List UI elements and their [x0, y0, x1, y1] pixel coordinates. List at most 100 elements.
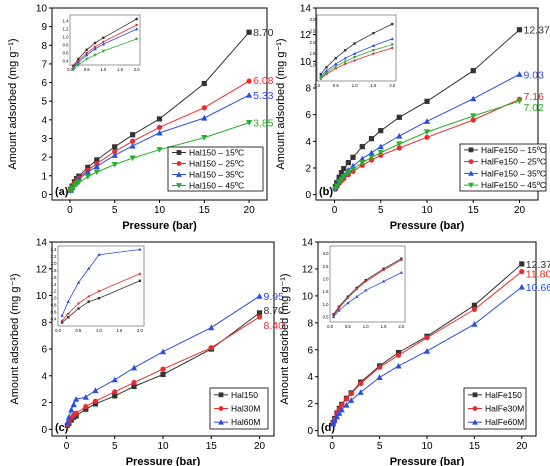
y-tick-label: 12: [302, 264, 314, 275]
y-tick-label: 10: [302, 291, 314, 302]
inset-x-tick-label: 0.5: [345, 324, 351, 329]
data-point: [256, 310, 263, 316]
inset-data-point: [77, 302, 80, 305]
inset-series-line: [61, 249, 140, 316]
legend-marker: [472, 406, 478, 411]
inset-data-point: [102, 40, 105, 43]
y-tick-label: 2: [307, 399, 313, 410]
y-tick-label: 3: [41, 134, 47, 145]
inset-data-point: [93, 53, 97, 57]
inset-data-point: [138, 247, 142, 251]
y-tick-label: 2: [41, 398, 47, 409]
inset-data-point: [390, 37, 394, 41]
x-axis-title: Pressure (bar): [126, 456, 201, 466]
x-tick-label: 15: [469, 441, 481, 452]
data-point: [336, 409, 343, 416]
inset-data-point: [60, 313, 64, 317]
data-point: [357, 389, 364, 395]
inset-y-tick-label: 0.5: [323, 314, 329, 319]
legend-label: Hal30M: [231, 404, 260, 414]
x-tick-label: 15: [468, 205, 480, 216]
inset-data-point: [372, 32, 375, 35]
inset-y-tick-label: 0.4: [63, 59, 69, 64]
legend-marker: [468, 159, 474, 165]
inset-data-point: [346, 295, 350, 298]
inset-y-tick-label: 1.0: [63, 35, 69, 40]
inset-data-point: [93, 45, 97, 49]
inset-y-tick-label: 2.5: [323, 264, 329, 269]
data-point: [471, 321, 478, 327]
data-point: [73, 396, 80, 402]
data-point: [345, 160, 351, 166]
inset-x-tick-label: 0.0: [55, 328, 61, 333]
data-point: [68, 406, 75, 413]
legend-entry: HalFe150: [468, 390, 522, 400]
legend-label: Hal60M: [231, 417, 260, 427]
end-value-label: 8.70: [264, 305, 285, 317]
data-point: [343, 401, 350, 408]
data-point: [129, 142, 136, 149]
data-point: [395, 362, 402, 369]
legend-marker: [176, 161, 182, 166]
inset-x-tick-label: 1.5: [117, 328, 123, 333]
inset-data-point: [371, 44, 376, 47]
data-point: [350, 154, 356, 160]
end-value-label: 3.85: [253, 118, 274, 130]
data-point: [339, 402, 345, 408]
inset-x-tick-label: 0.0: [327, 324, 333, 329]
inset-data-point: [102, 36, 105, 39]
end-value-label: 9.95: [264, 291, 285, 303]
inset-plot: 0.0 0.5 1.0 1.5 2.0 1.0 1.5 2.0 2.5 3.0: [310, 14, 397, 88]
data-point: [93, 163, 100, 170]
inset-x-tick-label: 0.0: [67, 67, 73, 72]
inset-data-point: [101, 49, 106, 53]
inset-x-tick-label: 0.5: [84, 67, 90, 72]
data-point: [396, 132, 403, 139]
inset-data-point: [76, 280, 81, 284]
inset-y-tick-label: 2.0: [323, 276, 329, 281]
end-value-label: 10.66: [526, 282, 550, 294]
data-point: [396, 141, 403, 148]
data-point: [377, 364, 383, 370]
legend-entry: HalFe150 – 15ºC: [464, 145, 546, 155]
x-tick-label: 5: [377, 441, 383, 452]
data-point: [368, 149, 375, 156]
data-point: [70, 401, 77, 408]
chart-panel-c: 0 5 10 15 20 0 2 4 6 8 10 12 14 Pressure (bar) Amount …: [9, 238, 284, 466]
inset-data-point: [353, 59, 356, 62]
data-point: [340, 174, 347, 180]
inset-data-point: [355, 286, 358, 289]
x-tick-label: 0: [64, 441, 70, 452]
y-axis-title: Amount adsorbed (mg g⁻¹): [9, 273, 21, 404]
y-tick-label: 2: [41, 153, 47, 164]
data-point: [156, 124, 163, 130]
data-point: [423, 348, 431, 354]
inset-data-point: [77, 57, 80, 61]
end-value-label: 9.03: [524, 69, 545, 81]
inset-x-tick-label: 2.0: [134, 67, 140, 72]
chart-panel-b: 0 5 10 15 20 0 2 4 6 8 10 12 14 Pressure (bar) Amount …: [275, 4, 550, 233]
data-point: [518, 283, 525, 290]
inset-x-tick-label: 1.0: [352, 83, 358, 88]
inset-data-point: [138, 279, 142, 282]
y-tick-label: 12: [36, 264, 48, 275]
inset-data-point: [134, 37, 139, 41]
data-point: [111, 161, 118, 168]
inset-y-tick-label: 0.6: [63, 51, 69, 56]
data-point: [519, 269, 525, 275]
inset-series-line: [72, 24, 137, 68]
data-point: [65, 414, 72, 420]
data-point: [92, 398, 99, 404]
legend-entry: Hal150 – 35ºC: [172, 170, 244, 180]
inset-data-point: [364, 279, 367, 282]
end-value-label: 7.16: [524, 91, 545, 103]
inset-data-point: [364, 280, 367, 283]
y-axis-title: Amount adsorbed (mg g⁻¹): [279, 273, 291, 404]
inset-plot: 0.0 0.5 1.0 1.5 2.0 0.5 1.0 1.5 2.0 2.5 3.0: [323, 245, 406, 329]
x-tick-label: 0: [67, 205, 73, 216]
data-point: [376, 374, 383, 380]
inset-data-point: [343, 60, 347, 64]
inset-data-point: [93, 47, 97, 51]
inset-data-point: [324, 69, 329, 72]
legend-marker: [468, 147, 474, 153]
